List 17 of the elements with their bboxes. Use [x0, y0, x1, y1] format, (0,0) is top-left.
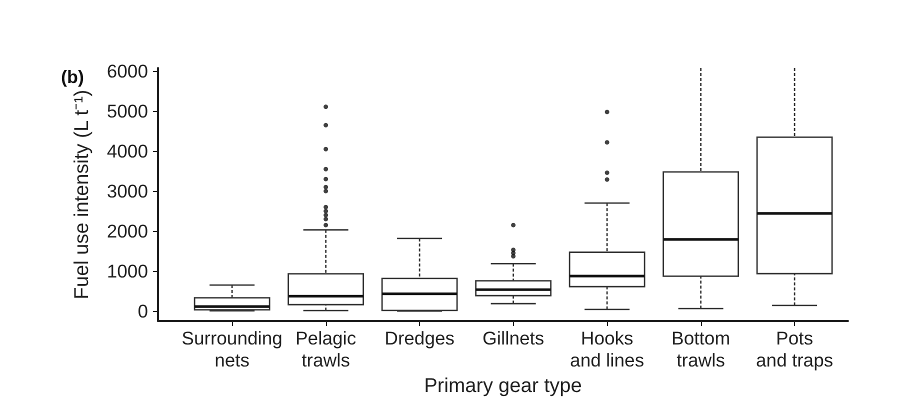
x-tick-label: Pots and traps	[756, 328, 834, 370]
y-tick-label: 4000	[106, 140, 148, 162]
x-tick-label: Bottom trawls	[672, 328, 730, 370]
y-tick-label: 5000	[106, 100, 148, 122]
x-tick-label: Pelagic trawls	[295, 328, 356, 370]
y-tick-label: 0	[138, 300, 148, 322]
x-tick-label: Hooks and lines	[570, 328, 644, 370]
y-tick-label: 3000	[106, 180, 148, 202]
x-tick-label: Surrounding nets	[182, 328, 282, 370]
chart-title: (b)	[61, 67, 84, 87]
x-axis-title: Primary gear type	[424, 375, 582, 397]
y-tick-label: 1000	[106, 260, 148, 282]
y-axis-title: Fuel use intensity (L t⁻¹)	[71, 90, 93, 300]
x-tick-label: Dredges	[384, 328, 455, 348]
x-tick-label: Gillnets	[482, 328, 544, 348]
y-tick-label: 6000	[106, 60, 148, 82]
y-tick-label: 2000	[106, 220, 148, 242]
